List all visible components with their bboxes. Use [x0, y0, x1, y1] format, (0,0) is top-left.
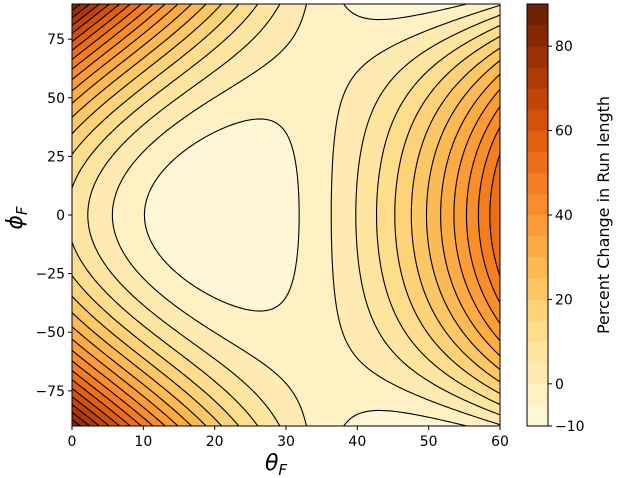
- contour-fill-layer: [72, 4, 500, 426]
